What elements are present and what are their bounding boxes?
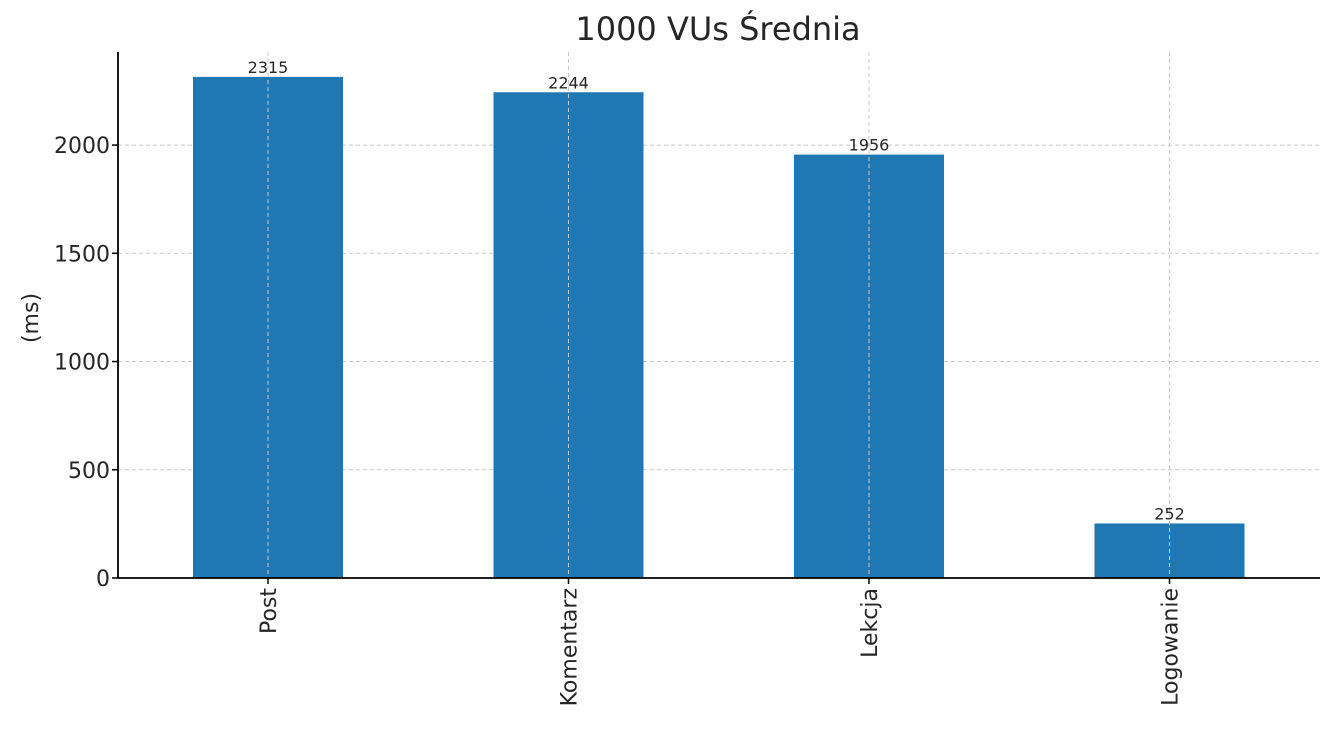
x-tick-label: Komentarz [558,588,583,706]
y-tick-label: 0 [96,567,110,592]
y-tick-label: 500 [68,459,110,484]
bars-layer [193,76,1245,579]
x-tick-label: Logowanie [1159,588,1184,706]
x-tick-label: Post [257,588,282,634]
bar-value-label: 2315 [248,58,289,77]
chart-title: 1000 VUs Średnia [575,9,860,48]
grid-layer [118,144,1320,471]
axes-layer [112,52,1320,584]
y-tick-label: 1500 [54,242,110,267]
bar-value-label: 1956 [849,136,890,155]
bar-value-label: 252 [1154,504,1185,523]
x-tick-label: Lekcja [858,588,883,658]
y-axis-label: (ms) [19,293,44,343]
labels-layer: 0 500 1000 1500 2000 2315 2244 1956 252 Post Komen… [54,58,1185,707]
y-tick-label: 2000 [54,134,110,159]
bar-value-label: 2244 [548,73,589,92]
y-tick-label: 1000 [54,351,110,376]
vertical-grid-layer [267,52,1170,578]
